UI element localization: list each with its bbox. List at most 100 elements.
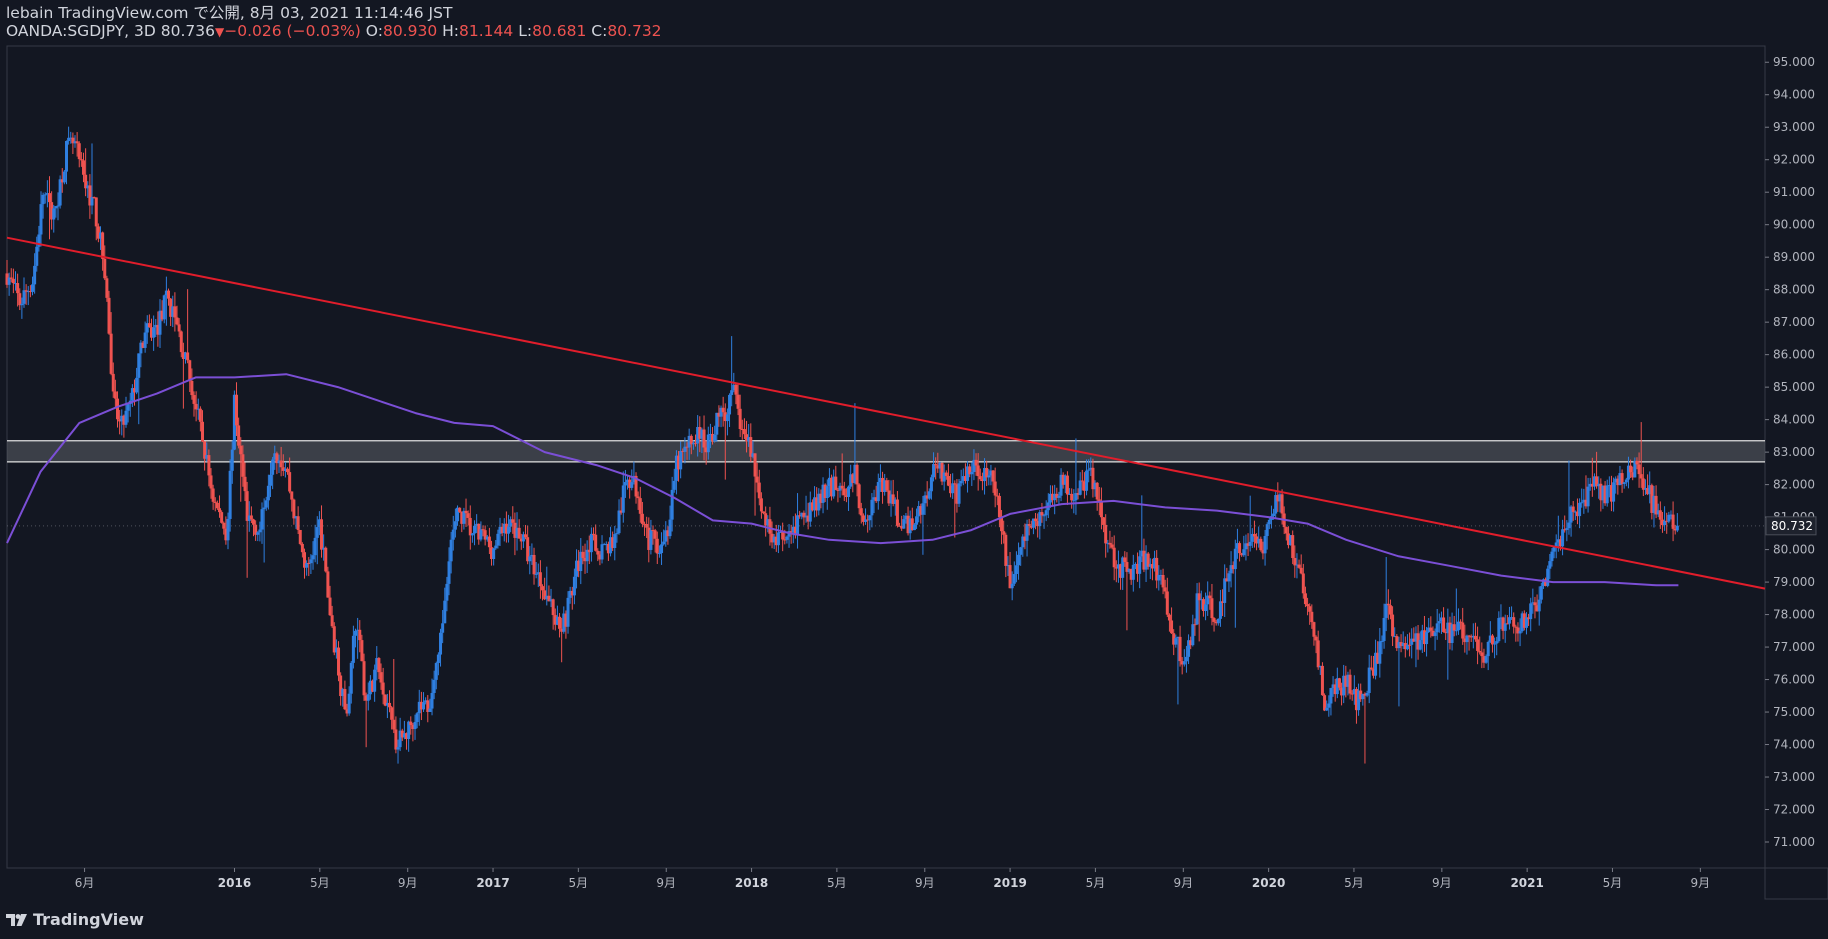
- candle-body: [1216, 618, 1220, 624]
- candle-body: [320, 519, 324, 550]
- candle-body: [209, 475, 213, 489]
- candle-body: [28, 291, 32, 293]
- candle-body: [1116, 564, 1120, 569]
- candle-body: [1639, 474, 1643, 479]
- candle-body: [5, 273, 9, 285]
- candle-body: [120, 415, 124, 422]
- candle-body: [111, 373, 115, 392]
- candle-body: [1121, 557, 1125, 578]
- candle-body: [683, 446, 687, 452]
- candle-body: [1167, 614, 1171, 621]
- price-tick-label: 82.000: [1773, 478, 1815, 492]
- candle-body: [689, 435, 693, 445]
- candle-body: [1357, 690, 1361, 711]
- candle-body: [840, 485, 844, 489]
- candle-body: [887, 490, 891, 504]
- candle-body: [1261, 550, 1265, 554]
- candle-body: [60, 179, 64, 183]
- price-axis[interactable]: 71.000 72.000 73.000 74.000 75.000 76.000 77.0…: [1765, 55, 1815, 849]
- candle-body: [243, 476, 247, 492]
- candle-body: [162, 295, 166, 320]
- candle-body: [213, 501, 217, 503]
- candle-body: [521, 534, 525, 542]
- candle-body: [1184, 656, 1188, 662]
- candle-body: [732, 384, 736, 391]
- candle-body: [1592, 476, 1596, 487]
- candle-body: [647, 527, 651, 550]
- candle-body: [604, 543, 608, 545]
- candle-body: [1102, 517, 1106, 525]
- candle-body: [1626, 465, 1630, 480]
- candle-body: [626, 479, 630, 483]
- candle-body: [766, 519, 770, 526]
- candle-body: [1601, 485, 1605, 501]
- candle-body: [443, 600, 447, 624]
- candle-body: [1616, 478, 1620, 486]
- time-axis[interactable]: 6月 2016 5月 9月 2017 5月 9月 2018 5月 9月 2019 5月 9月 2020 5月…: [75, 868, 1710, 890]
- candle-body: [105, 278, 109, 298]
- candle-body: [124, 410, 128, 425]
- candle-body: [235, 394, 239, 426]
- tradingview-logo[interactable]: TradingView: [6, 910, 144, 929]
- symbol-label[interactable]: OANDA:SGDJPY, 3D: [6, 22, 156, 40]
- candle-body: [679, 450, 683, 470]
- candle-body: [579, 551, 583, 572]
- candle-body: [1337, 678, 1341, 688]
- candle-body: [1522, 613, 1526, 628]
- candle-body: [1310, 611, 1314, 623]
- candle-body: [723, 412, 727, 422]
- candle-body: [653, 530, 657, 539]
- time-tick-label: 5月: [1603, 876, 1623, 890]
- candle-body: [256, 532, 260, 535]
- candle-body: [1580, 502, 1584, 504]
- candle-body: [1099, 501, 1103, 518]
- candle-body: [1518, 631, 1522, 634]
- candle-body: [923, 495, 927, 504]
- candle-body: [1463, 638, 1467, 643]
- candle-body: [1053, 493, 1057, 501]
- time-tick-label: 2020: [1252, 876, 1285, 890]
- candle-body: [687, 435, 691, 448]
- candle-body: [356, 629, 360, 631]
- candle-body: [889, 494, 893, 504]
- candle-body: [1505, 623, 1509, 625]
- candle-body: [500, 526, 504, 534]
- candle-body: [1291, 535, 1295, 559]
- candle-body: [1427, 627, 1431, 633]
- moving-average-line: [6, 373, 1679, 587]
- candle-body: [757, 482, 761, 499]
- candle-body: [1405, 644, 1409, 650]
- candle-body: [1225, 578, 1229, 582]
- candle-body: [672, 480, 676, 490]
- candle-body: [972, 459, 976, 472]
- candle-body: [307, 562, 311, 564]
- candle-body: [281, 467, 285, 471]
- candle-body: [107, 297, 111, 334]
- candle-body: [207, 455, 211, 476]
- candle-body: [1314, 636, 1318, 641]
- candle-body: [810, 502, 814, 511]
- candle-body: [1299, 567, 1303, 574]
- candle-body: [621, 485, 625, 513]
- candle-body: [917, 506, 921, 517]
- candle-body: [147, 323, 151, 328]
- candle-body: [1567, 522, 1571, 529]
- candle-body: [1027, 524, 1031, 526]
- candle-body: [1159, 574, 1163, 576]
- candle-body: [1465, 635, 1469, 643]
- candle-body: [623, 482, 627, 486]
- candle-body: [632, 475, 636, 483]
- candle-body: [252, 519, 256, 525]
- candle-body: [1276, 495, 1280, 502]
- price-tick-label: 95.000: [1773, 55, 1815, 69]
- candle-body: [198, 408, 202, 422]
- candle-body: [747, 437, 751, 442]
- candle-body: [351, 635, 355, 663]
- price-tick-label: 72.000: [1773, 803, 1815, 817]
- candle-body: [436, 654, 440, 664]
- candle-body: [373, 669, 377, 692]
- low-label: L:: [518, 22, 533, 40]
- candle-body: [961, 476, 965, 481]
- resistance-zone-layer: [7, 440, 1765, 463]
